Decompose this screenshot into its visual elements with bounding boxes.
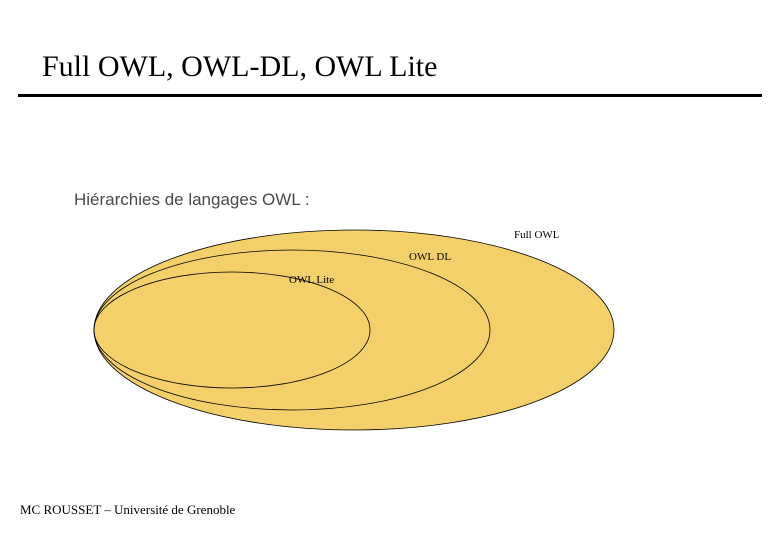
label-owl-dl: OWL DL — [409, 251, 451, 263]
ellipse-full-owl — [94, 230, 614, 430]
owl-hierarchy-diagram: Full OWL OWL DL OWL Lite — [74, 215, 634, 445]
slide-title: Full OWL, OWL-DL, OWL Lite — [42, 50, 437, 84]
diagram-svg: Full OWL OWL DL OWL Lite — [74, 215, 634, 445]
label-owl-lite: OWL Lite — [289, 274, 334, 286]
title-underline — [18, 94, 762, 97]
slide: Full OWL, OWL-DL, OWL Lite Hiérarchies d… — [0, 0, 780, 540]
diagram-heading: Hiérarchies de langages OWL : — [74, 190, 310, 210]
slide-footer: MC ROUSSET – Université de Grenoble — [20, 502, 235, 518]
label-full-owl: Full OWL — [514, 229, 560, 241]
